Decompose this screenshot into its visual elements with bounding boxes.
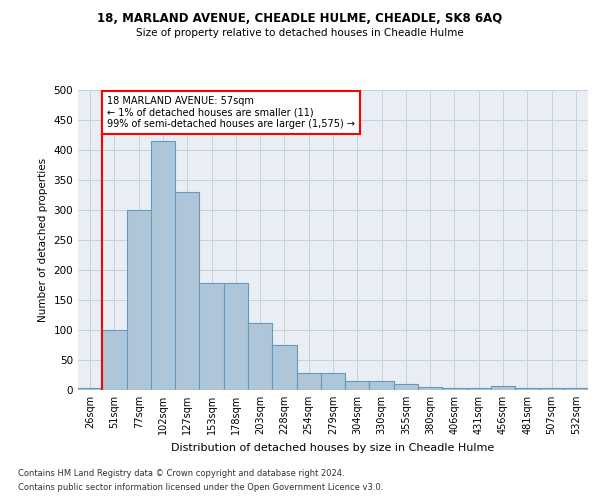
Bar [102, 330, 127, 390]
Bar [151, 141, 175, 390]
Bar [248, 323, 272, 390]
Bar [418, 387, 442, 390]
Y-axis label: Number of detached properties: Number of detached properties [38, 158, 48, 322]
Bar [296, 373, 321, 390]
Bar [491, 386, 515, 390]
Bar [175, 192, 199, 390]
Bar [394, 384, 418, 390]
Text: Contains HM Land Registry data © Crown copyright and database right 2024.: Contains HM Land Registry data © Crown c… [18, 468, 344, 477]
X-axis label: Distribution of detached houses by size in Cheadle Hulme: Distribution of detached houses by size … [172, 442, 494, 452]
Bar [467, 388, 491, 390]
Bar [564, 388, 588, 390]
Bar [539, 388, 564, 390]
Bar [272, 345, 296, 390]
Bar [370, 381, 394, 390]
Bar [442, 388, 467, 390]
Bar [345, 381, 370, 390]
Bar [199, 283, 224, 390]
Text: Size of property relative to detached houses in Cheadle Hulme: Size of property relative to detached ho… [136, 28, 464, 38]
Bar [224, 283, 248, 390]
Text: 18, MARLAND AVENUE, CHEADLE HULME, CHEADLE, SK8 6AQ: 18, MARLAND AVENUE, CHEADLE HULME, CHEAD… [97, 12, 503, 26]
Bar [78, 388, 102, 390]
Text: 18 MARLAND AVENUE: 57sqm
← 1% of detached houses are smaller (11)
99% of semi-de: 18 MARLAND AVENUE: 57sqm ← 1% of detache… [107, 96, 355, 129]
Text: Contains public sector information licensed under the Open Government Licence v3: Contains public sector information licen… [18, 484, 383, 492]
Bar [321, 373, 345, 390]
Bar [515, 388, 539, 390]
Bar [127, 210, 151, 390]
